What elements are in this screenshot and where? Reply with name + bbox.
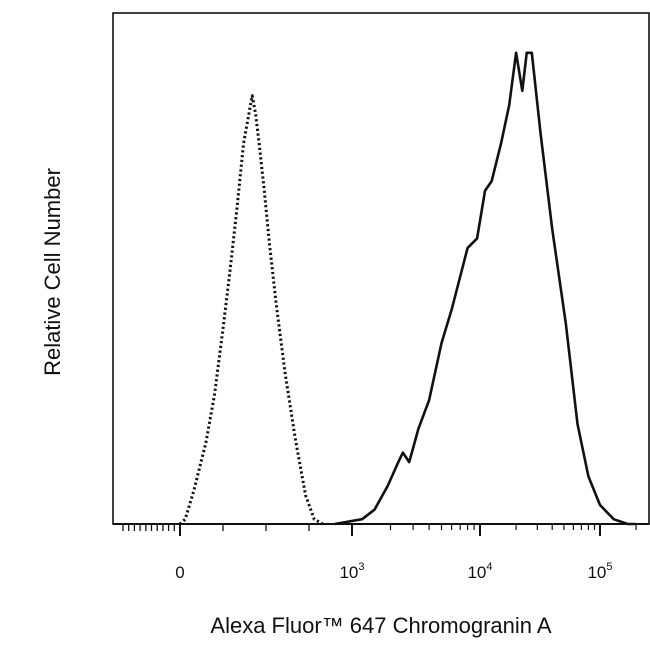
x-axis-title: Alexa Fluor™ 647 Chromogranin A	[210, 613, 551, 638]
series-dotted-histogram	[178, 94, 324, 526]
x-tick-label: 0	[175, 563, 184, 582]
series-layer	[178, 51, 637, 526]
x-axis-tick-labels: 0 103 104 105	[175, 561, 612, 582]
x-tick-label: 103	[339, 561, 364, 582]
x-axis-minor-ticks	[122, 524, 637, 531]
series-solid-histogram	[334, 51, 637, 526]
x-tick-label: 104	[467, 561, 492, 582]
y-axis-title: Relative Cell Number	[40, 168, 65, 376]
x-tick-label: 105	[587, 561, 612, 582]
plot-frame	[112, 12, 650, 525]
x-axis-major-ticks	[179, 524, 601, 536]
